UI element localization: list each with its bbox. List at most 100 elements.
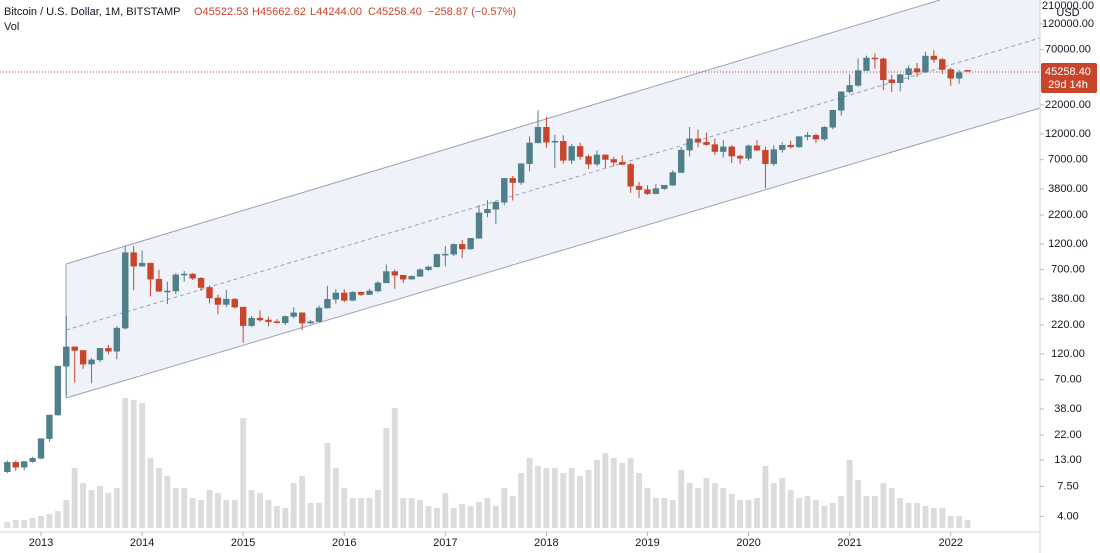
volume-bar xyxy=(122,398,129,528)
volume-bar xyxy=(880,483,887,528)
x-tick-label: 2019 xyxy=(635,537,659,549)
volume-bar xyxy=(829,503,836,528)
x-tick-label: 2014 xyxy=(130,537,154,549)
x-tick-label: 2021 xyxy=(837,537,861,549)
candle-body xyxy=(290,312,297,317)
volume-bar xyxy=(12,520,19,528)
volume-bar xyxy=(779,478,786,528)
volume-bar xyxy=(509,496,516,528)
candle-body xyxy=(147,262,154,280)
candle-body xyxy=(568,146,575,161)
candle-body xyxy=(315,307,323,322)
candle-body xyxy=(812,135,820,140)
channel-mid xyxy=(65,37,1041,331)
ohlc-change: −258.87 (−0.57%) xyxy=(428,6,516,18)
volume-bar xyxy=(762,466,769,528)
candle-body xyxy=(20,461,28,468)
volume-bar xyxy=(863,496,870,528)
volume-bar xyxy=(644,488,651,528)
candle-body xyxy=(256,317,264,321)
volume-bar xyxy=(720,488,727,528)
candle-body xyxy=(930,55,938,60)
candle-body xyxy=(54,365,62,416)
y-tick-label: 7000.00 xyxy=(1048,154,1088,166)
candle-body xyxy=(155,278,163,292)
candle-body xyxy=(703,142,710,145)
candle-body xyxy=(964,69,971,72)
volume-bar xyxy=(214,493,221,528)
candle-body xyxy=(779,145,786,150)
y-tick-label: 120.00 xyxy=(1051,348,1085,360)
channel-upper xyxy=(65,0,941,265)
candle-body xyxy=(341,292,348,301)
volume-bar xyxy=(737,500,744,528)
candle-body xyxy=(138,262,146,267)
volume-bar xyxy=(113,488,120,528)
candle-body xyxy=(324,298,331,309)
candle-body xyxy=(728,146,735,157)
y-tick-label: 2200.00 xyxy=(1048,209,1088,221)
volume-bar xyxy=(341,488,348,528)
candle-body xyxy=(442,253,449,256)
volume-bar xyxy=(686,483,693,528)
volume-bar xyxy=(922,506,929,528)
candle-body xyxy=(509,178,516,183)
candle-body xyxy=(96,348,104,361)
ohlc-high: H45662.62 xyxy=(252,6,306,18)
candle-body xyxy=(677,149,685,173)
candle-body xyxy=(433,254,441,268)
candle-body xyxy=(282,316,289,324)
candle-body xyxy=(130,252,137,267)
candle-body xyxy=(787,145,794,148)
y-tick-label: 13.00 xyxy=(1054,454,1082,466)
candle-body xyxy=(197,277,205,288)
volume-bar xyxy=(71,468,78,528)
candle-body xyxy=(585,156,592,165)
volume-bar xyxy=(627,458,634,528)
volume-bar xyxy=(240,418,247,528)
volume-bar xyxy=(316,503,322,528)
volume-bar xyxy=(526,458,533,528)
volume-bar xyxy=(223,500,230,528)
volume-bar xyxy=(391,408,398,528)
volume-bar xyxy=(492,506,499,528)
volume-bar xyxy=(105,493,112,528)
candle-body xyxy=(501,178,508,203)
volume-bar xyxy=(265,500,272,528)
volume-bar xyxy=(855,480,862,528)
volume-bar xyxy=(518,473,525,528)
candle-body xyxy=(795,136,803,148)
candle-body xyxy=(661,184,668,189)
candle-body xyxy=(248,317,255,326)
volume-bar xyxy=(871,496,878,528)
volume-bar xyxy=(796,498,803,528)
candle-body xyxy=(63,346,70,367)
volume-bar xyxy=(728,494,735,528)
volume-bar xyxy=(172,488,179,528)
y-tick-label: 7.50 xyxy=(1057,480,1078,492)
volume-bar xyxy=(358,498,365,528)
candle-body xyxy=(543,126,550,143)
y-tick-label: 700.00 xyxy=(1051,264,1085,276)
y-tick-label: 220.00 xyxy=(1051,319,1085,331)
candle-body xyxy=(939,59,946,70)
volume-bar xyxy=(619,463,626,528)
volume-bar xyxy=(425,506,432,528)
volume-bar xyxy=(273,506,280,528)
candle-body xyxy=(189,273,196,279)
volume-bar xyxy=(745,500,752,528)
volume-bar xyxy=(155,468,162,528)
volume-bar xyxy=(888,488,895,528)
volume-bar xyxy=(905,503,912,528)
candle-body xyxy=(821,126,828,140)
candle-body xyxy=(619,162,626,165)
volume-bar xyxy=(29,518,36,528)
candle-body xyxy=(694,138,702,143)
candle-body xyxy=(880,58,887,80)
candle-body xyxy=(122,252,129,329)
candle-body xyxy=(871,57,879,60)
candle-body xyxy=(854,70,862,86)
volume-bar xyxy=(636,473,643,528)
volume-bar xyxy=(88,490,95,528)
